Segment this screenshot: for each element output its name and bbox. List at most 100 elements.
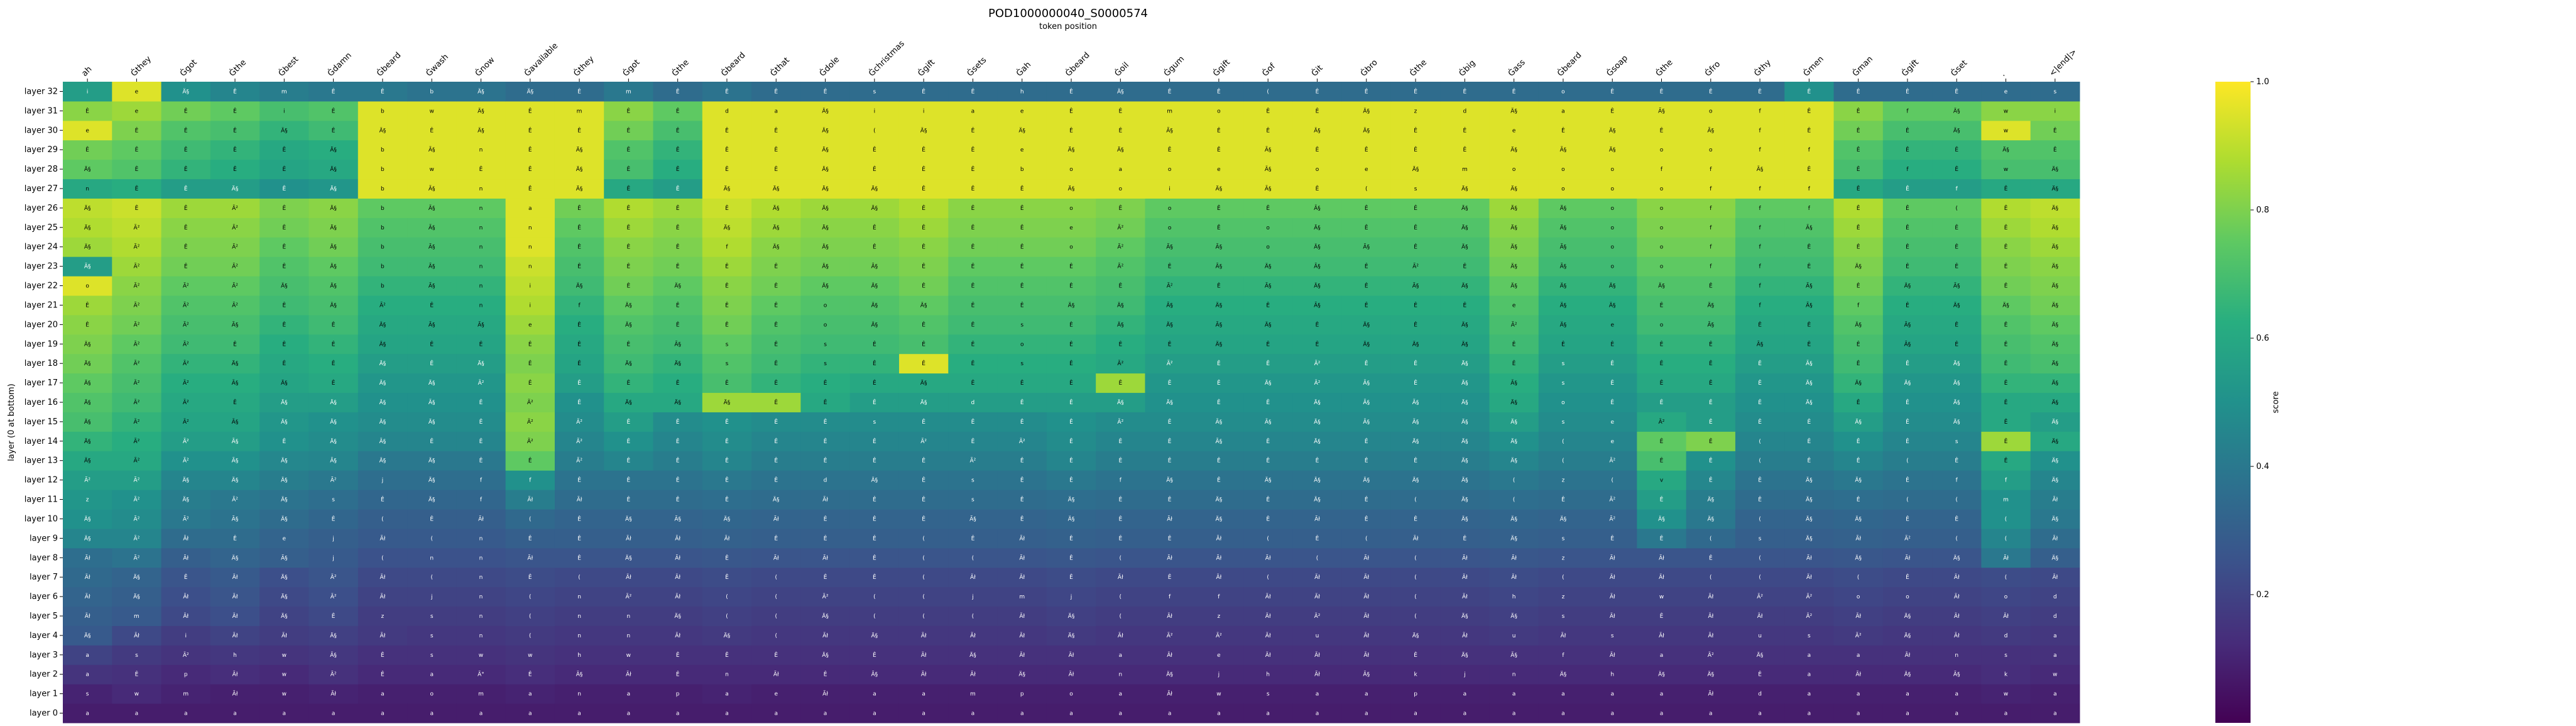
cell-label: Ã² [822, 593, 829, 600]
heatmap-cell [1194, 509, 1244, 529]
heatmap-cell [1833, 547, 1884, 568]
cell-label: Ä§ [84, 458, 91, 465]
heatmap-cell [1292, 373, 1343, 393]
cell-label: Ê [1808, 340, 1811, 348]
heatmap-cell [308, 334, 359, 355]
cell-label: Ä§ [2052, 360, 2059, 367]
heatmap-cell [2030, 470, 2080, 490]
heatmap-cell [1145, 217, 1195, 238]
heatmap-cell [63, 256, 112, 277]
heatmap-cell [1981, 198, 2031, 218]
heatmap-cell [604, 509, 654, 529]
heatmap-cell [1637, 528, 1687, 549]
heatmap-cell [800, 392, 851, 412]
cell-label: a [381, 711, 385, 717]
heatmap-cell [1735, 237, 1785, 257]
cell-label: Ê [2004, 340, 2008, 348]
cell-label: s [86, 691, 89, 698]
cell-label: Ãł [134, 632, 139, 639]
heatmap-cell [997, 334, 1047, 355]
cell-label: Ê [233, 107, 237, 114]
heatmap-cell [997, 528, 1047, 549]
cell-label: Ê [971, 437, 975, 445]
cell-label: Ã§ [1707, 127, 1714, 134]
heatmap-cell [1341, 256, 1392, 277]
cell-label: e [135, 89, 139, 95]
heatmap-cell [161, 586, 211, 607]
heatmap-cell [505, 606, 555, 626]
heatmap-cell [505, 295, 555, 316]
heatmap-cell [800, 159, 851, 180]
cell-label: Ê [2004, 263, 2008, 270]
cell-label: Ä§ [379, 458, 386, 465]
cell-label: Ê [1316, 534, 1319, 542]
heatmap-cell [1686, 451, 1736, 471]
heatmap-cell [210, 684, 260, 704]
x-tick-label: Ġbeard [1063, 50, 1092, 79]
heatmap-cell [308, 353, 359, 374]
heatmap-cell [702, 567, 752, 588]
cell-label: a [1660, 711, 1664, 717]
heatmap-cell [161, 412, 211, 432]
cell-label: Ä§ [625, 360, 632, 367]
cell-label: Ä§ [478, 127, 484, 134]
cell-label: e [1512, 128, 1516, 134]
cell-label: Ê [627, 282, 631, 290]
heatmap-cell [1882, 159, 1933, 180]
heatmap-cell [800, 490, 851, 510]
heatmap-cell [2030, 140, 2080, 160]
cell-label: Ä§ [2052, 438, 2059, 445]
heatmap-cell [1243, 392, 1293, 412]
heatmap-cell [1194, 217, 1244, 238]
cell-label: Ä§ [2052, 554, 2059, 561]
cell-label: Ê [1709, 437, 1713, 445]
heatmap-cell [1588, 353, 1637, 374]
cell-label: a [676, 711, 680, 717]
cell-label: Ä§ [1216, 185, 1223, 192]
heatmap-cell [2030, 256, 2080, 277]
heatmap-cell [1932, 198, 1982, 218]
cell-label: Ê [577, 263, 581, 270]
heatmap-cell [1292, 412, 1343, 432]
heatmap-cell [308, 451, 359, 471]
heatmap-cell [63, 664, 112, 685]
heatmap-cell [357, 451, 408, 471]
cell-label: Ã§ [1806, 224, 1813, 231]
heatmap-cell [112, 217, 162, 238]
cell-label: Ê [676, 671, 680, 678]
x-tick-label: Ġfro [1703, 58, 1723, 79]
cell-label: Ã² [134, 458, 140, 465]
cell-label: Ê [1610, 107, 1614, 114]
cell-label: a [1414, 711, 1417, 717]
heatmap-cell [1637, 120, 1687, 141]
heatmap-cell [259, 645, 309, 665]
cell-label: Ê [282, 224, 286, 231]
heatmap-cell [259, 334, 309, 355]
cell-label: a [971, 108, 975, 114]
heatmap-cell [751, 101, 801, 121]
heatmap-cell [1390, 140, 1441, 160]
cell-label: ( [873, 613, 876, 620]
cell-label: Ê [1561, 126, 1565, 134]
heatmap-cell [1489, 664, 1539, 685]
cell-label: e [1217, 652, 1221, 659]
cell-label: n [479, 147, 483, 153]
heatmap-cell [259, 198, 309, 218]
cell-label: Ã² [232, 283, 238, 290]
cell-label: Ä§ [330, 244, 337, 251]
heatmap-cell [1243, 645, 1293, 665]
heatmap-cell [1735, 490, 1785, 510]
cell-label: a [725, 691, 729, 698]
cell-label: j [332, 555, 334, 561]
cell-label: k [2004, 672, 2008, 678]
cell-label: o [1660, 147, 1664, 153]
x-tick-label: Ġman [1850, 53, 1875, 79]
heatmap-cell [1292, 101, 1343, 121]
cell-label: Ã² [330, 574, 337, 581]
cell-label: Ê [184, 224, 188, 231]
heatmap-cell [1538, 547, 1588, 568]
heatmap-cell [702, 237, 752, 257]
heatmap-cell [1784, 509, 1835, 529]
heatmap-cell [1440, 625, 1490, 646]
heatmap-cell [357, 334, 408, 355]
